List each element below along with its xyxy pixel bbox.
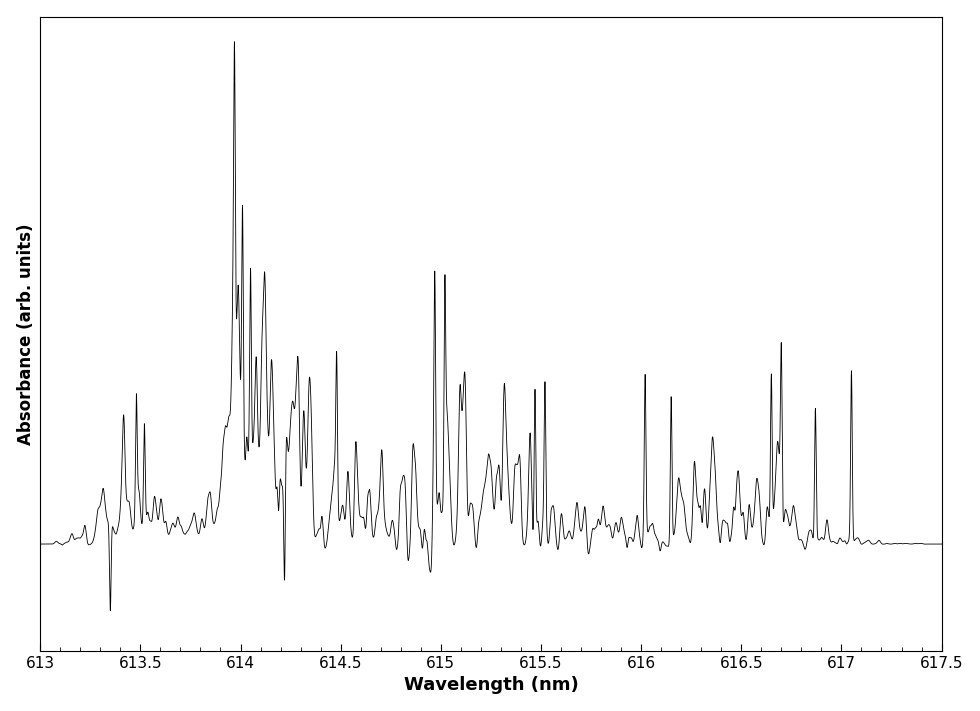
X-axis label: Wavelength (nm): Wavelength (nm) [404,676,578,695]
Y-axis label: Absorbance (arb. units): Absorbance (arb. units) [17,223,34,444]
